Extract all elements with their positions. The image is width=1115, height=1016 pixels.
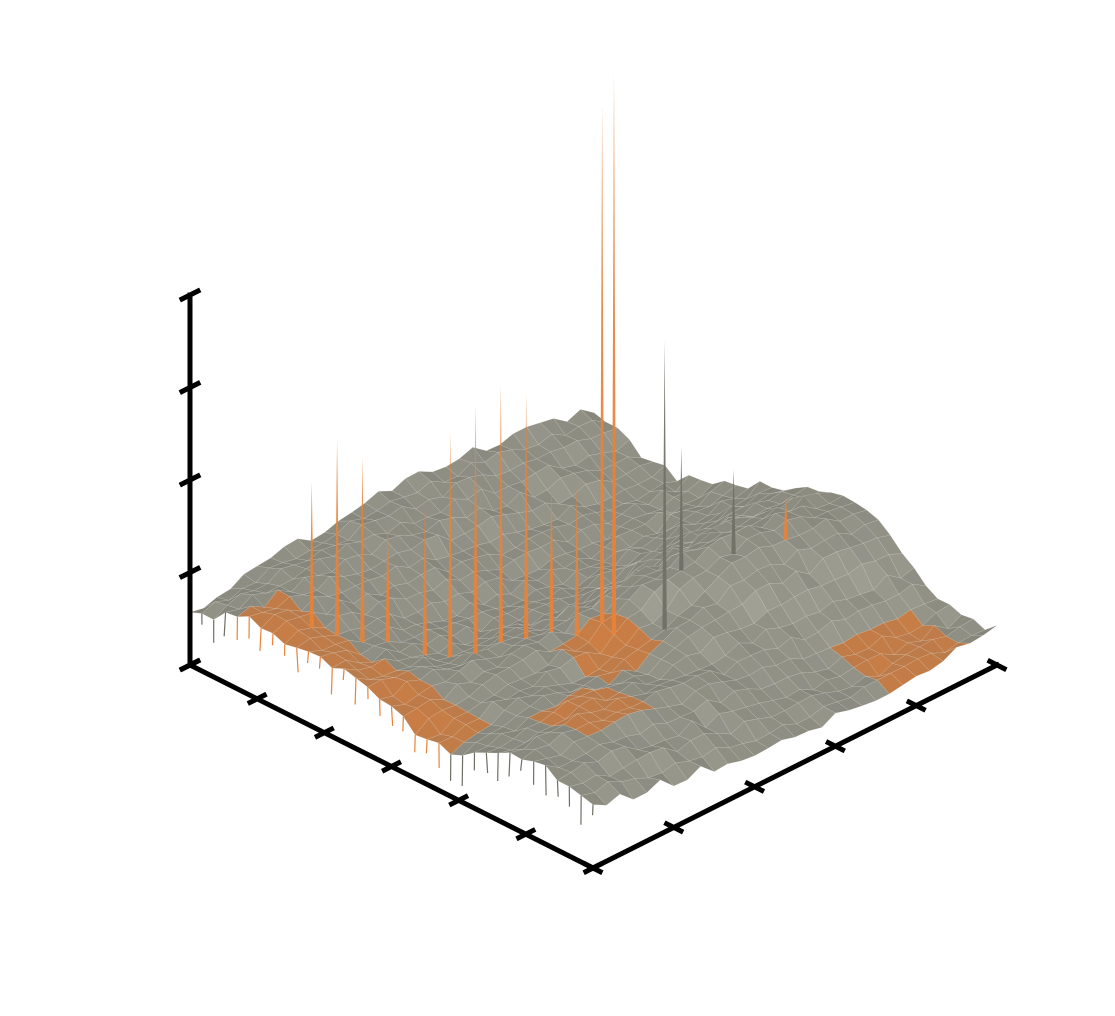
x-axis-tick [380,759,403,774]
spike-mark [599,104,605,623]
spike-mark [662,340,667,630]
surface-cell [823,701,850,714]
y-axis-tick [905,698,927,713]
spike-mark [334,439,340,636]
surface-cell [930,647,957,662]
spike-mark [731,469,736,554]
x-axis-tick [448,793,470,808]
spike-mark [611,73,617,635]
spike-mark [473,404,478,654]
spike-mark [448,432,453,657]
z-axis-tick [178,287,202,303]
spike-layer [309,73,789,657]
y-axis-tick [986,658,1008,672]
surface-skirt [296,647,299,673]
y-axis-tick [663,820,685,835]
surface-skirt [497,753,499,781]
y-axis-tick [582,861,604,875]
surface-skirt [544,765,547,796]
surface-skirt [330,668,333,695]
surface-skirt [485,752,489,774]
surface-skirt [508,752,511,777]
surface-skirt [556,780,559,797]
surface-skirt [259,628,262,652]
spike-mark [498,385,504,643]
surface-cell [944,642,971,653]
spike-mark [523,393,529,639]
surface-cell [580,792,607,806]
surface-skirt [390,706,394,726]
surface-skirt [354,677,357,705]
spike-mark [679,446,684,571]
spike-mark [549,476,554,632]
x-axis-tick [313,725,335,740]
x-axis-tick [515,827,537,842]
surface-skirt [318,656,321,669]
surface-layer [189,409,998,825]
spike-mark [385,511,390,642]
surface-cell [647,772,674,787]
axis-layer [178,287,1008,875]
spike-mark [309,481,314,628]
surface-cell [621,778,648,800]
z-axis-tick [178,565,202,580]
y-axis-tick [824,739,846,754]
surface-skirt [520,759,523,771]
surface-skirt [342,668,345,681]
surface-cell [634,777,661,793]
spike-mark [422,507,428,655]
surface-skirt [425,739,428,754]
z-axis-tick [178,657,202,673]
spike-mark [360,457,365,643]
surface-skirt [402,716,404,732]
spike-mark [574,484,580,636]
spike-mark [783,491,789,540]
y-axis-line [589,661,1001,872]
surface-skirt [223,612,227,637]
y-axis-tick [744,779,766,794]
x-axis-tick [246,691,268,706]
z-axis-tick [178,472,202,488]
surface-skirt [306,651,310,664]
z-axis-tick [178,380,202,395]
